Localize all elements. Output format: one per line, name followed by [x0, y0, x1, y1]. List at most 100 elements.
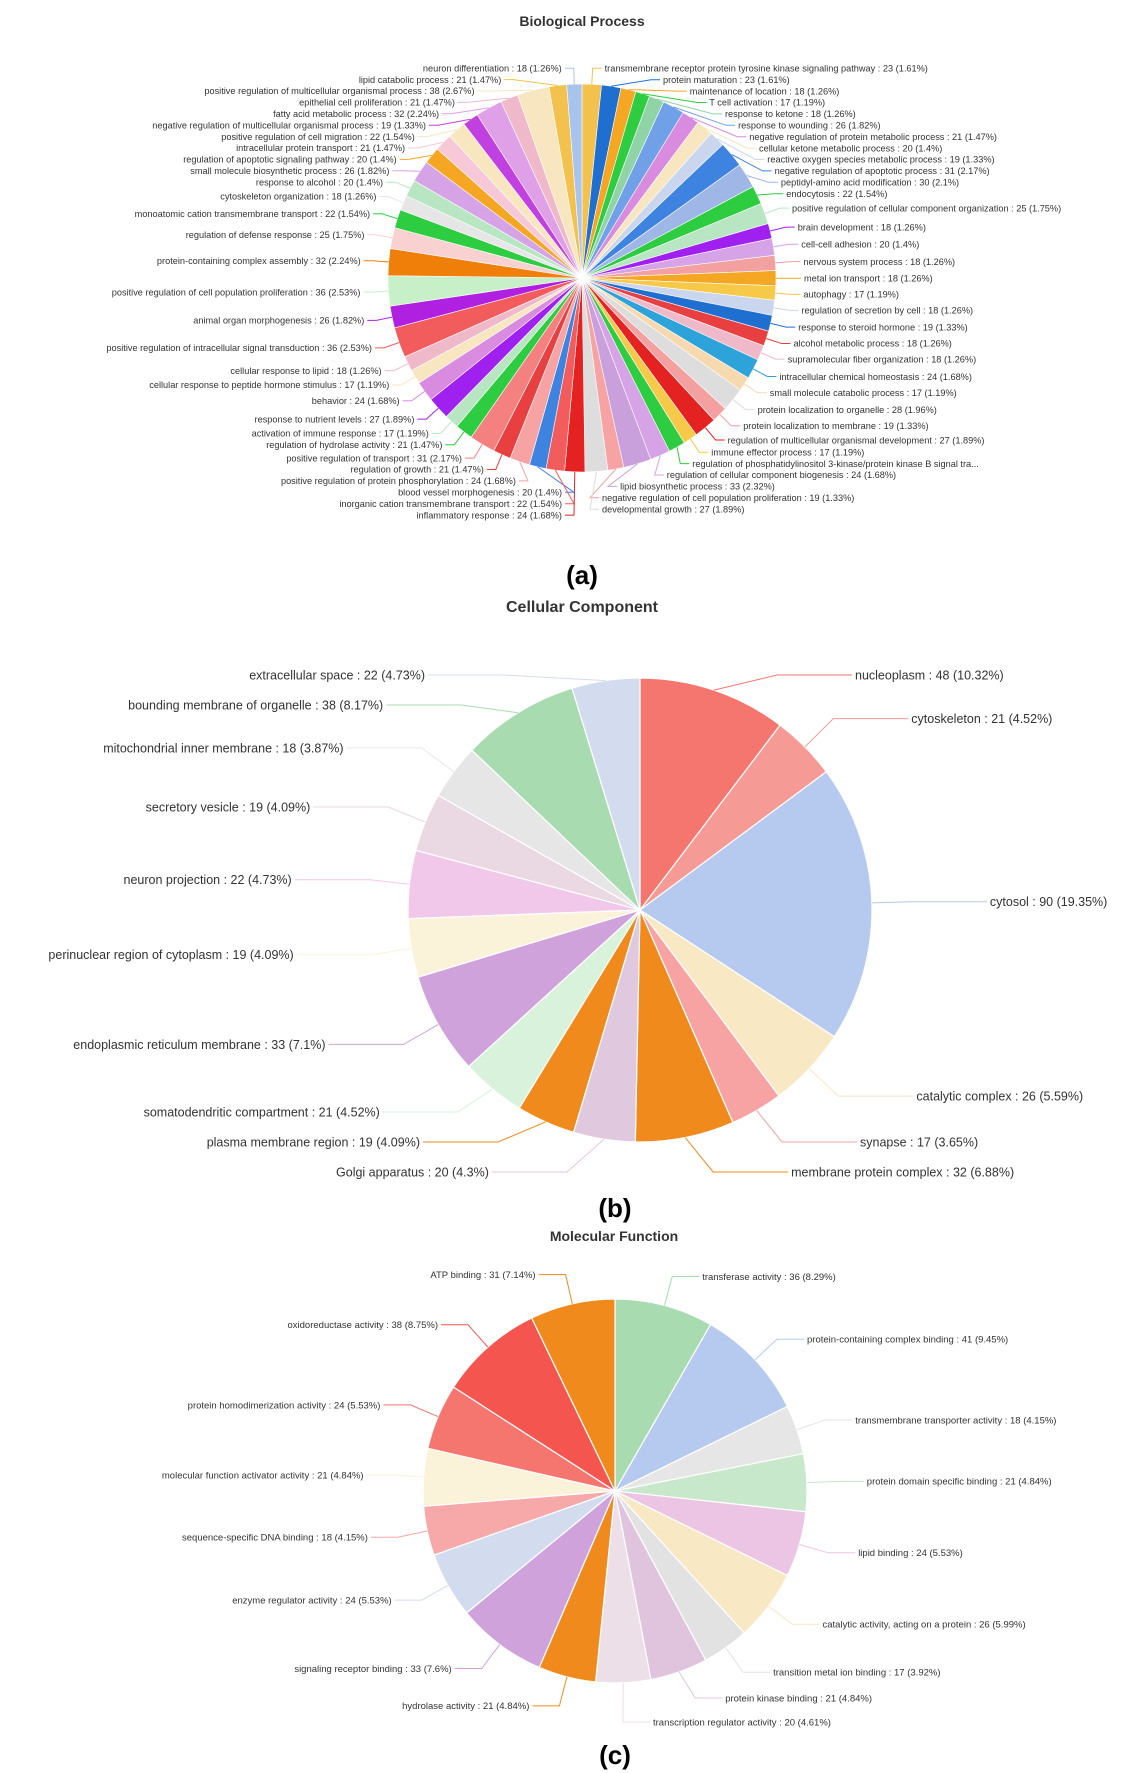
label-leader-line — [775, 261, 801, 264]
slice-label: alcohol metabolic process : 18 (1.26%) — [794, 339, 952, 349]
slice-label: positive regulation of cell migration : … — [221, 132, 415, 142]
label-leader-line — [408, 141, 444, 149]
label-leader-line — [394, 1584, 449, 1601]
slice-label: catalytic activity, acting on a protein … — [823, 1620, 1026, 1631]
label-leader-line — [431, 421, 452, 434]
slice-label: epithelial cell proliferation : 21 (1.47… — [299, 98, 455, 108]
slice-label: endocytosis : 22 (1.54%) — [786, 189, 887, 199]
slice-label: intracellular chemical homeostasis : 24 … — [779, 372, 972, 382]
label-leader-line — [423, 1121, 546, 1143]
label-leader-line — [588, 468, 617, 499]
chart-title: Cellular Component — [506, 599, 659, 616]
slice-label: positive regulation of transport : 31 (2… — [286, 453, 462, 463]
label-leader-line — [799, 1544, 856, 1554]
slice-label: response to wounding : 26 (1.82%) — [738, 121, 881, 131]
pie-slice — [471, 687, 642, 913]
slice-label: mitochondrial inner membrane : 18 (3.87%… — [103, 741, 343, 755]
label-leader-line — [673, 106, 736, 126]
label-leader-line — [445, 431, 465, 446]
label-leader-line — [622, 1682, 650, 1723]
slice-label: bounding membrane of organelle : 38 (8.1… — [128, 698, 383, 712]
label-leader-line — [591, 67, 602, 85]
slice-label: small molecule catabolic process : 17 (1… — [770, 388, 957, 398]
slice-label: neuron differentiation : 18 (1.26%) — [423, 63, 562, 73]
label-leader-line — [746, 175, 778, 183]
slice-label: small molecule biosynthetic process : 26… — [190, 166, 389, 176]
slice-label: regulation of multicellular organismal d… — [728, 435, 985, 445]
slice-label: endoplasmic reticulum membrane : 33 (7.1… — [73, 1038, 325, 1052]
label-leader-line — [429, 118, 471, 126]
slice-label: transmembrane transporter activity : 18 … — [855, 1415, 1056, 1426]
pie-slice — [417, 909, 641, 1068]
slice-label: negative regulation of cell population p… — [602, 493, 854, 503]
slice-label: cellular ketone metabolic process : 20 (… — [759, 143, 942, 153]
slice-label: somatodendritic compartment : 21 (4.52%) — [144, 1105, 380, 1119]
slice-label: response to nutrient levels : 27 (1.89%) — [255, 414, 415, 424]
label-leader-line — [725, 1647, 771, 1673]
label-leader-line — [402, 390, 425, 402]
chart-biological-process: Biological Process transmembrane recepto… — [106, 13, 1061, 590]
label-leader-line — [768, 1605, 820, 1625]
slice-label: blood vessel morphogenesis : 20 (1.4%) — [398, 488, 562, 498]
slice-label: lipid biosynthetic process : 33 (2.32%) — [620, 482, 775, 492]
slice-label: animal organ morphogenesis : 26 (1.82%) — [193, 316, 364, 326]
label-leader-line — [871, 901, 987, 904]
slice-label: lipid catabolic process : 21 (1.47%) — [359, 75, 501, 85]
slice-label: brain development : 18 (1.26%) — [798, 222, 926, 232]
slice-label: protein localization to membrane : 19 (1… — [743, 421, 928, 431]
label-leader-line — [713, 674, 852, 691]
slice-label: response to steroid hormone : 19 (1.33%) — [798, 322, 968, 332]
slice-label: negative regulation of apoptotic process… — [775, 166, 990, 176]
label-leader-line — [417, 129, 457, 138]
label-leader-line — [756, 1110, 857, 1143]
label-leader-line — [704, 127, 756, 149]
slice-label: regulation of apoptotic signaling pathwa… — [183, 155, 397, 165]
slice-label: lipid binding : 24 (5.53%) — [858, 1548, 963, 1559]
label-leader-line — [296, 947, 412, 956]
label-leader-line — [477, 89, 534, 92]
slice-label: regulation of phosphatidylinositol 3-kin… — [692, 459, 979, 469]
label-leader-line — [454, 1644, 501, 1669]
label-leader-line — [370, 1530, 428, 1538]
slice-label: hydrolase activity : 21 (4.84%) — [402, 1701, 529, 1712]
label-leader-line — [716, 138, 765, 160]
label-leader-line — [757, 193, 784, 196]
label-leader-line — [373, 213, 398, 220]
pie-slice — [638, 770, 873, 1038]
label-leader-line — [457, 97, 510, 103]
slice-label: negative regulation of multicellular org… — [152, 120, 426, 130]
pie-slice — [613, 1323, 789, 1493]
slice-label: intracellular protein transport : 21 (1.… — [236, 143, 405, 153]
slice-label: secretory vesicle : 19 (4.09%) — [146, 800, 311, 814]
slice-label: fatty acid metabolic process : 32 (2.24%… — [273, 109, 439, 119]
label-leader-line — [770, 226, 795, 232]
label-leader-line — [775, 292, 801, 295]
label-leader-line — [589, 471, 599, 510]
slice-label: positive regulation of cellular componen… — [792, 203, 1061, 213]
slice-label: maintenance of location : 18 (1.26%) — [690, 86, 840, 96]
label-leader-line — [428, 674, 606, 682]
slice-label: activation of immune response : 17 (1.19… — [252, 429, 429, 439]
slice-label: catalytic complex : 26 (5.59%) — [916, 1089, 1083, 1103]
label-leader-line — [744, 383, 767, 394]
label-leader-line — [465, 444, 483, 459]
label-leader-line — [753, 368, 777, 377]
label-leader-line — [760, 352, 785, 360]
slice-label: developmental growth : 27 (1.89%) — [602, 504, 745, 514]
label-leader-line — [504, 79, 558, 86]
slice-label: transition metal ion binding : 17 (3.92%… — [773, 1668, 940, 1679]
slice-label: molecular function activator activity : … — [162, 1470, 364, 1481]
label-leader-line — [676, 447, 690, 465]
slice-label: metal ion transport : 18 (1.26%) — [804, 274, 933, 284]
label-leader-line — [628, 89, 687, 92]
slice-label: protein homodimerization activity : 24 (… — [188, 1400, 381, 1411]
label-leader-line — [766, 338, 791, 344]
slice-label: inorganic cation transmembrane transport… — [339, 499, 562, 509]
slice-label: reactive oxygen species metabolic proces… — [767, 155, 994, 165]
label-leader-line — [386, 181, 411, 189]
slice-label: sequence-specific DNA binding : 18 (4.15… — [182, 1533, 368, 1544]
pie-slice — [571, 677, 641, 911]
slice-label: regulation of defense response : 25 (1.7… — [186, 230, 365, 240]
slice-label: cytoskeleton organization : 18 (1.26%) — [220, 192, 376, 202]
